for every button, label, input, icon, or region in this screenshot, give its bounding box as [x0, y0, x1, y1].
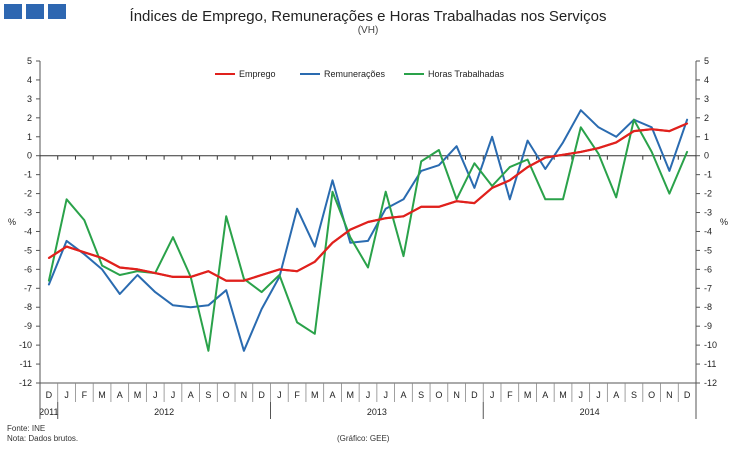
y-tick-label-right: -8 [704, 302, 712, 312]
y-tick-label-left: 5 [27, 56, 32, 66]
year-label: 2012 [154, 407, 174, 417]
y-tick-label-left: -5 [24, 245, 32, 255]
month-label: A [188, 390, 194, 400]
series-line-horas [47, 118, 689, 352]
y-tick-label-left: -12 [19, 378, 32, 388]
y-tick-label-left: -2 [24, 189, 32, 199]
logo-block [48, 4, 66, 19]
y-tick-label-right: -4 [704, 226, 712, 236]
y-axis-label-right: % [720, 217, 728, 227]
y-tick-label-right: 1 [704, 132, 709, 142]
month-label: A [117, 390, 123, 400]
y-tick-label-left: -10 [19, 340, 32, 350]
y-tick-label-right: -11 [704, 359, 716, 369]
logo-block [4, 4, 22, 19]
month-label: S [205, 390, 211, 400]
y-tick-label-right: 0 [704, 151, 709, 161]
y-tick-label-left: -11 [20, 359, 32, 369]
y-tick-label-right: -1 [704, 170, 712, 180]
month-label: M [134, 390, 142, 400]
data-note: Nota: Dados brutos. [7, 434, 79, 443]
series-line-emprego-top [48, 122, 688, 282]
month-label: S [631, 390, 637, 400]
month-label: N [666, 390, 673, 400]
y-tick-label-left: 1 [27, 132, 32, 142]
month-label: D [471, 390, 478, 400]
month-label: D [258, 390, 265, 400]
month-label: D [46, 390, 53, 400]
month-label: A [330, 390, 336, 400]
month-label: J [153, 390, 158, 400]
month-label: J [490, 390, 495, 400]
series-line-remuneracoes [47, 109, 689, 352]
y-tick-label-right: -9 [704, 321, 712, 331]
month-label: N [453, 390, 460, 400]
y-tick-label-right: 2 [704, 113, 709, 123]
month-label: F [82, 390, 88, 400]
month-label: S [418, 390, 424, 400]
month-label: M [311, 390, 319, 400]
month-label: M [524, 390, 532, 400]
year-label: 2013 [367, 407, 387, 417]
month-label: J [596, 390, 601, 400]
month-label: J [579, 390, 584, 400]
chart-subtitle: (VH) [357, 25, 379, 36]
y-tick-label-left: -8 [24, 302, 32, 312]
month-label: O [648, 390, 655, 400]
y-tick-label-right: -3 [704, 208, 712, 218]
month-label: A [613, 390, 619, 400]
month-label: D [684, 390, 691, 400]
source-note: Fonte: INE [7, 424, 46, 433]
y-tick-label-right: -12 [704, 378, 717, 388]
y-tick-label-right: -10 [704, 340, 717, 350]
month-label: J [383, 390, 388, 400]
year-label: 2011 [39, 407, 58, 417]
y-tick-label-right: -2 [704, 189, 712, 199]
y-tick-label-left: -6 [24, 264, 32, 274]
month-label: O [435, 390, 442, 400]
y-tick-label-left: 2 [27, 113, 32, 123]
series-line-emprego [47, 122, 689, 282]
year-label: 2014 [580, 407, 600, 417]
y-tick-label-left: 4 [27, 75, 32, 85]
month-label: M [347, 390, 355, 400]
month-label: O [223, 390, 230, 400]
y-tick-label-left: -9 [24, 321, 32, 331]
month-label: A [542, 390, 548, 400]
legend-label: Remunerações [324, 69, 386, 79]
y-tick-label-left: -1 [24, 170, 32, 180]
month-label: F [507, 390, 513, 400]
y-tick-label-right: 5 [704, 56, 709, 66]
logo [4, 4, 66, 19]
y-tick-label-right: 4 [704, 75, 709, 85]
y-tick-label-right: -6 [704, 264, 712, 274]
chart-title: Índices de Emprego, Remunerações e Horas… [129, 8, 607, 25]
y-tick-label-left: -3 [24, 208, 32, 218]
month-label: A [400, 390, 406, 400]
logo-block [26, 4, 44, 19]
month-label: J [366, 390, 371, 400]
legend-label: Emprego [239, 69, 276, 79]
month-label: M [559, 390, 567, 400]
y-tick-label-left: -4 [24, 226, 32, 236]
month-label: J [64, 390, 69, 400]
y-tick-label-right: 3 [704, 94, 709, 104]
month-label: J [171, 390, 176, 400]
month-label: M [98, 390, 106, 400]
y-tick-label-right: -7 [704, 283, 712, 293]
y-tick-label-left: 3 [27, 94, 32, 104]
month-label: F [294, 390, 300, 400]
month-label: N [241, 390, 248, 400]
y-tick-label-left: -7 [24, 283, 32, 293]
legend-label: Horas Trabalhadas [428, 69, 505, 79]
y-tick-label-right: -5 [704, 245, 712, 255]
chart-credit: (Gráfico: GEE) [337, 434, 390, 443]
y-axis-label-left: % [8, 217, 16, 227]
y-tick-label-left: 0 [27, 151, 32, 161]
month-label: J [277, 390, 282, 400]
